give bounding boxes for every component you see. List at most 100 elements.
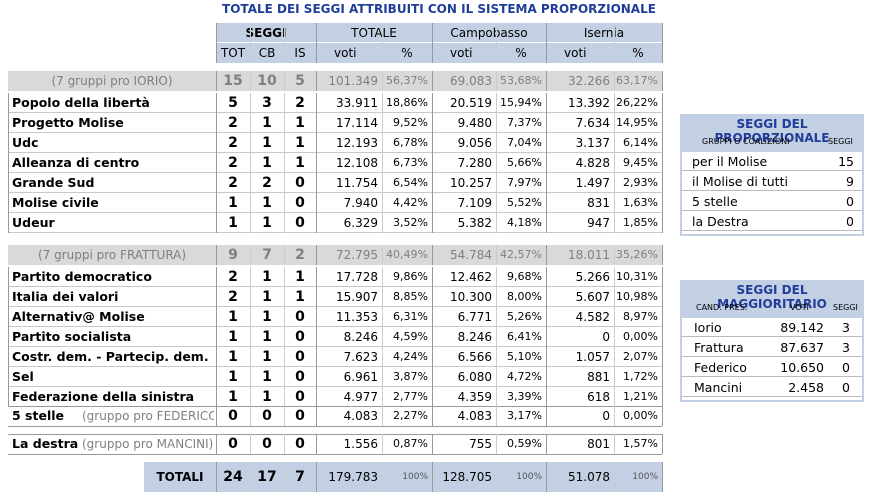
group-summary-bg [8,245,662,265]
group-summary-cell: 32.266 [568,74,610,88]
party-cell: 1,85% [623,216,658,229]
group-summary-cell: 7 [262,247,272,263]
party-cell: 7,37% [507,116,542,129]
maggioritario-sub-seggi: SEGGI [833,303,858,312]
party-cell: 0 [295,436,305,452]
party-cell: 0 [602,409,610,423]
party-cell: 12.193 [336,136,378,150]
party-cell: 801 [587,437,610,451]
party-cell: 5,10% [507,350,542,363]
party-cell: 10,31% [616,270,658,283]
party-cell: 8,00% [507,290,542,303]
party-cell: 5.266 [575,270,610,284]
totals-cell: 7 [295,469,305,485]
party-cell: 1 [228,389,238,405]
group-summary-cell: 56,37% [386,74,428,87]
totals-cell: 179.783 [328,470,378,484]
maggioritario-sub-voti: VOTI [790,303,809,312]
party-cell: 1 [262,369,272,385]
party-cell: 1 [295,115,305,131]
totals-cell: 24 [223,469,243,485]
proporzionale-rows: per il Molise 15 il Molise di tutti 9 5 stel… [682,152,862,234]
group-summary-cell: 63,17% [616,74,658,87]
party-cell: 9.480 [457,116,492,130]
party-name: Popolo della libertà [12,95,150,110]
party-cell: 1,72% [623,370,658,383]
party-name: Partito democratico [12,269,152,284]
coalition-seggi: 0 [846,214,854,229]
party-cell: 1 [228,195,238,211]
header-sub-voti: voti [450,46,473,60]
party-cell: 2 [228,175,238,191]
header-sub-pct: % [401,46,413,60]
party-cell: 1 [228,309,238,325]
party-cell: 1 [228,329,238,345]
party-cell: 7.634 [575,116,610,130]
party-cell: 0 [295,369,305,385]
party-name: La destra [12,436,78,451]
group-summary-cell: 35,26% [616,248,658,261]
group-summary-cell: 69.083 [450,74,492,88]
group-summary-cell: 42,57% [500,248,542,261]
totals-bg [144,462,662,492]
party-cell: 6,73% [393,156,428,169]
party-cell: 1 [295,155,305,171]
group-summary-cell: 54.784 [450,248,492,262]
party-name: Partito socialista [12,329,132,344]
proporzionale-title: SEGGI DEL PROPORZIONALE [714,117,830,145]
totals-label: TOTALI [156,470,204,484]
party-cell: 9.056 [457,136,492,150]
totals-cell: 17 [257,469,277,485]
party-cell: 2 [228,269,238,285]
party-cell: 2 [228,115,238,131]
party-cell: 1 [295,269,305,285]
party-cell: 5,52% [507,196,542,209]
coalition-name: 5 stelle [692,194,738,209]
party-name: Federazione della sinistra [12,389,195,404]
party-name: Costr. dem. - Partecip. dem. [12,349,209,364]
candidate-name: Federico [694,360,747,375]
party-cell: 1 [262,309,272,325]
party-name: Alternativ@ Molise [12,309,145,324]
candidate-voti: 89.142 [780,320,824,335]
party-cell: 1.497 [575,176,610,190]
party-cell: 1.057 [575,350,610,364]
proporzionale-row: il Molise di tutti 9 [682,172,862,191]
candidate-voti: 2.458 [788,380,824,395]
party-cell: 0 [295,309,305,325]
party-name: Udc [12,135,39,150]
header-sub-is: IS [294,46,306,60]
party-cell: 5.607 [575,290,610,304]
party-cell: 4,18% [507,216,542,229]
group-summary-cell: 40,49% [386,248,428,261]
party-name: Italia dei valori [12,289,119,304]
party-cell: 0 [295,329,305,345]
proporzionale-sub-left: GRUPPI O COALIZIONI [702,137,790,146]
party-cell: 5.382 [457,216,492,230]
party-cell: 7.109 [457,196,492,210]
candidate-voti: 10.650 [780,360,824,375]
candidate-seggi: 0 [842,380,850,395]
totals-cell: 128.705 [442,470,492,484]
coalition-seggi: 9 [846,174,854,189]
party-cell: 6,31% [393,310,428,323]
party-cell: 2 [228,155,238,171]
party-cell: 6,54% [393,176,428,189]
group-summary-cell: 15 [223,73,243,89]
party-cell: 9,45% [623,156,658,169]
proporzionale-row: per il Molise 15 [682,152,862,171]
party-cell: 20.519 [450,96,492,110]
party-cell: 3 [262,95,272,111]
party-cell: 3,87% [393,370,428,383]
group-summary-cell: 2 [295,247,305,263]
party-cell: 1 [228,215,238,231]
header-seggi: SEGGI [245,26,287,40]
candidate-name: Frattura [694,340,744,355]
party-cell: 7,04% [507,136,542,149]
party-cell: 4,59% [393,330,428,343]
party-cell: 9,68% [507,270,542,283]
proporzionale-sub-right: SEGGI [828,137,853,146]
party-cell: 0 [295,389,305,405]
group-summary-cell: 53,68% [500,74,542,87]
party-cell: 6.771 [457,310,492,324]
